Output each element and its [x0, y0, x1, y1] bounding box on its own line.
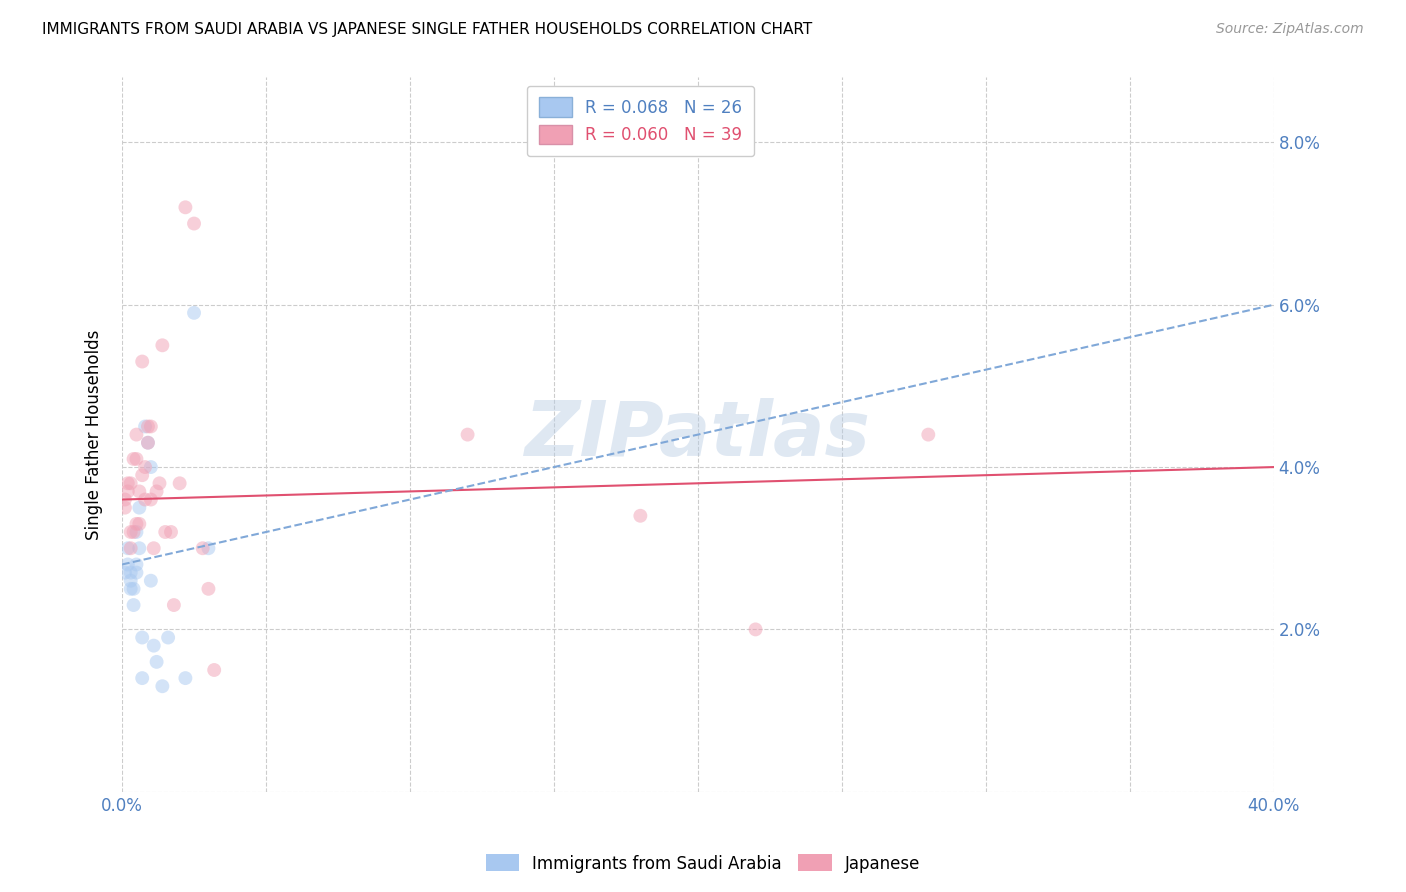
Text: IMMIGRANTS FROM SAUDI ARABIA VS JAPANESE SINGLE FATHER HOUSEHOLDS CORRELATION CH: IMMIGRANTS FROM SAUDI ARABIA VS JAPANESE… — [42, 22, 813, 37]
Point — [128, 500, 150, 515]
Point — [120, 541, 142, 556]
Point — [139, 419, 162, 434]
Point — [128, 484, 150, 499]
Text: 40.0%: 40.0% — [1247, 797, 1301, 814]
Point — [150, 679, 173, 693]
Point — [117, 476, 139, 491]
Point — [114, 500, 136, 515]
Point — [114, 566, 136, 580]
Point — [157, 631, 180, 645]
Point — [145, 484, 167, 499]
Point — [134, 460, 156, 475]
Point — [125, 452, 148, 467]
Point — [917, 427, 939, 442]
Point — [142, 639, 165, 653]
Legend: Immigrants from Saudi Arabia, Japanese: Immigrants from Saudi Arabia, Japanese — [479, 847, 927, 880]
Point — [163, 598, 186, 612]
Point — [128, 516, 150, 531]
Point — [183, 306, 205, 320]
Point — [134, 419, 156, 434]
Point — [125, 566, 148, 580]
Point — [136, 419, 159, 434]
Point — [120, 566, 142, 580]
Point — [117, 541, 139, 556]
Point — [128, 541, 150, 556]
Point — [150, 338, 173, 352]
Point — [139, 574, 162, 588]
Point — [122, 582, 145, 596]
Point — [136, 435, 159, 450]
Point — [117, 484, 139, 499]
Text: Source: ZipAtlas.com: Source: ZipAtlas.com — [1216, 22, 1364, 37]
Point — [125, 558, 148, 572]
Point — [457, 427, 479, 442]
Point — [131, 354, 153, 368]
Point — [744, 623, 766, 637]
Point — [131, 631, 153, 645]
Text: 0.0%: 0.0% — [101, 797, 143, 814]
Point — [174, 200, 197, 214]
Point — [183, 217, 205, 231]
Point — [197, 541, 219, 556]
Point — [139, 492, 162, 507]
Point — [131, 468, 153, 483]
Point — [122, 452, 145, 467]
Legend: R = 0.068   N = 26, R = 0.060   N = 39: R = 0.068 N = 26, R = 0.060 N = 39 — [527, 86, 754, 156]
Point — [131, 671, 153, 685]
Point — [114, 492, 136, 507]
Point — [139, 460, 162, 475]
Point — [120, 476, 142, 491]
Point — [120, 524, 142, 539]
Point — [117, 558, 139, 572]
Point — [174, 671, 197, 685]
Point — [125, 524, 148, 539]
Text: ZIPatlas: ZIPatlas — [524, 398, 870, 472]
Point — [169, 476, 191, 491]
Point — [125, 427, 148, 442]
Point — [148, 476, 170, 491]
Point — [120, 574, 142, 588]
Point — [120, 582, 142, 596]
Point — [202, 663, 225, 677]
Point — [191, 541, 214, 556]
Point — [122, 524, 145, 539]
Point — [160, 524, 183, 539]
Point — [125, 516, 148, 531]
Point — [142, 541, 165, 556]
Point — [145, 655, 167, 669]
Point — [136, 435, 159, 450]
Point — [197, 582, 219, 596]
Point — [134, 492, 156, 507]
Point — [122, 598, 145, 612]
Y-axis label: Single Father Households: Single Father Households — [86, 329, 103, 540]
Point — [155, 524, 177, 539]
Point — [628, 508, 651, 523]
